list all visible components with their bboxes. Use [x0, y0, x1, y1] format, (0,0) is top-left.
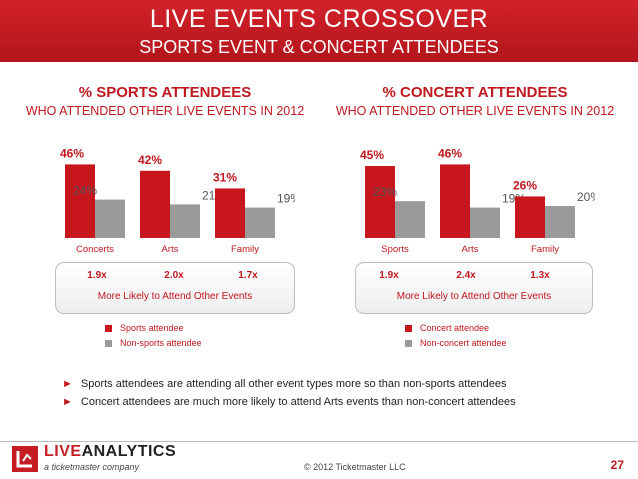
bar-concert-attendee	[440, 164, 470, 238]
category-label: Concerts	[76, 244, 114, 255]
legend-concert-attendee: Concert attendee	[405, 323, 489, 333]
bar-concert-attendee	[365, 166, 395, 238]
category-label: Family	[531, 244, 559, 255]
multiplier-value: 1.9x	[87, 270, 107, 281]
bar-value-label: 42%	[138, 153, 162, 167]
bar-sports-attendee	[65, 164, 95, 238]
bar-value-label: 24%	[73, 184, 97, 198]
legend-swatch-gray	[105, 339, 112, 347]
header-banner	[0, 0, 638, 62]
concert-section-subheading: WHO ATTENDED OTHER LIVE EVENTS IN 2012	[335, 104, 615, 118]
sports-section-subheading: WHO ATTENDED OTHER LIVE EVENTS IN 2012	[25, 104, 305, 118]
liveanalytics-logo-icon	[12, 446, 38, 472]
sports-section-title: % SPORTS ATTENDEES WHO ATTENDED OTHER LI…	[0, 84, 330, 118]
legend-label: Non-concert attendee	[420, 338, 507, 348]
legend-label: Sports attendee	[120, 323, 184, 333]
liveanalytics-logo-text: LIVEANALYTICS	[44, 443, 176, 461]
bullet-arrow-icon: ►	[62, 378, 73, 390]
bar-non-concert-attendee	[395, 201, 425, 238]
sports-multiplier-panel: 1.9x 2.0x 1.7x More Likely to Attend Oth…	[55, 262, 295, 314]
bullet-arrow-icon: ►	[62, 396, 73, 408]
multiplier-caption: More Likely to Attend Other Events	[97, 291, 253, 302]
bullet-item: ► Concert attendees are much more likely…	[62, 396, 516, 408]
bar-sports-attendee	[215, 188, 245, 238]
bar-value-label: 23%	[373, 185, 397, 199]
category-label: Arts	[462, 244, 479, 255]
bar-value-label: 31%	[213, 170, 237, 184]
category-label: Arts	[162, 244, 179, 255]
bar-value-label: 20%	[577, 190, 595, 204]
multiplier-value: 1.3x	[530, 270, 550, 281]
bar-concert-attendee	[515, 196, 545, 238]
logo-live: LIVE	[44, 443, 82, 460]
multiplier-value: 2.0x	[164, 270, 184, 281]
legend-non-sports-attendee: Non-sports attendee	[105, 338, 202, 348]
bar-value-label: 26%	[513, 178, 537, 192]
bar-value-label: 45%	[360, 148, 384, 162]
logo-tagline: a ticketmaster company	[44, 462, 140, 472]
legend-swatch-gray	[405, 339, 412, 347]
page-number: 27	[610, 458, 624, 472]
bar-sports-attendee	[140, 170, 170, 238]
multiplier-caption: More Likely to Attend Other Events	[396, 291, 552, 302]
legend-label: Concert attendee	[420, 323, 490, 333]
bar-value-label: 19%	[277, 192, 295, 206]
multiplier-value: 1.9x	[379, 270, 399, 281]
bar-non-concert-attendee	[470, 207, 500, 238]
concert-section-title: % CONCERT ATTENDEES WHO ATTENDED OTHER L…	[315, 84, 635, 118]
bar-value-label: 46%	[438, 146, 462, 160]
bullet-item: ► Sports attendees are attending all oth…	[62, 378, 516, 390]
footer-divider	[0, 441, 638, 442]
concert-multiplier-panel: 1.9x 2.4x 1.3x More Likely to Attend Oth…	[355, 262, 593, 314]
bar-non-sports-attendee	[95, 199, 125, 238]
category-label: Sports	[381, 244, 409, 255]
concert-section-heading: % CONCERT ATTENDEES	[382, 84, 568, 101]
copyright: © 2012 Ticketmaster LLC	[304, 462, 406, 472]
bar-value-label: 46%	[60, 146, 84, 160]
legend-label: Non-sports attendee	[120, 338, 202, 348]
bar-non-concert-attendee	[545, 206, 575, 238]
legend-non-concert-attendee: Non-concert attendee	[405, 338, 507, 348]
legend-swatch-red	[105, 324, 112, 332]
bar-non-sports-attendee	[170, 204, 200, 238]
page-subtitle: SPORTS EVENT & CONCERT ATTENDEES	[139, 37, 499, 57]
bullet-text: Concert attendees are much more likely t…	[80, 396, 516, 408]
category-label: Family	[231, 244, 259, 255]
page-title: LIVE EVENTS CROSSOVER	[149, 5, 489, 33]
multiplier-value: 2.4x	[456, 270, 476, 281]
bar-non-sports-attendee	[245, 207, 275, 238]
bullet-text: Sports attendees are attending all other…	[80, 378, 507, 390]
legend-sports-attendee: Sports attendee	[105, 323, 184, 333]
sports-section-heading: % SPORTS ATTENDEES	[78, 84, 252, 101]
logo-analytics: ANALYTICS	[81, 443, 177, 460]
legend-swatch-red	[405, 324, 412, 332]
key-takeaways: ► Sports attendees are attending all oth…	[62, 378, 516, 414]
multiplier-value: 1.7x	[238, 270, 258, 281]
